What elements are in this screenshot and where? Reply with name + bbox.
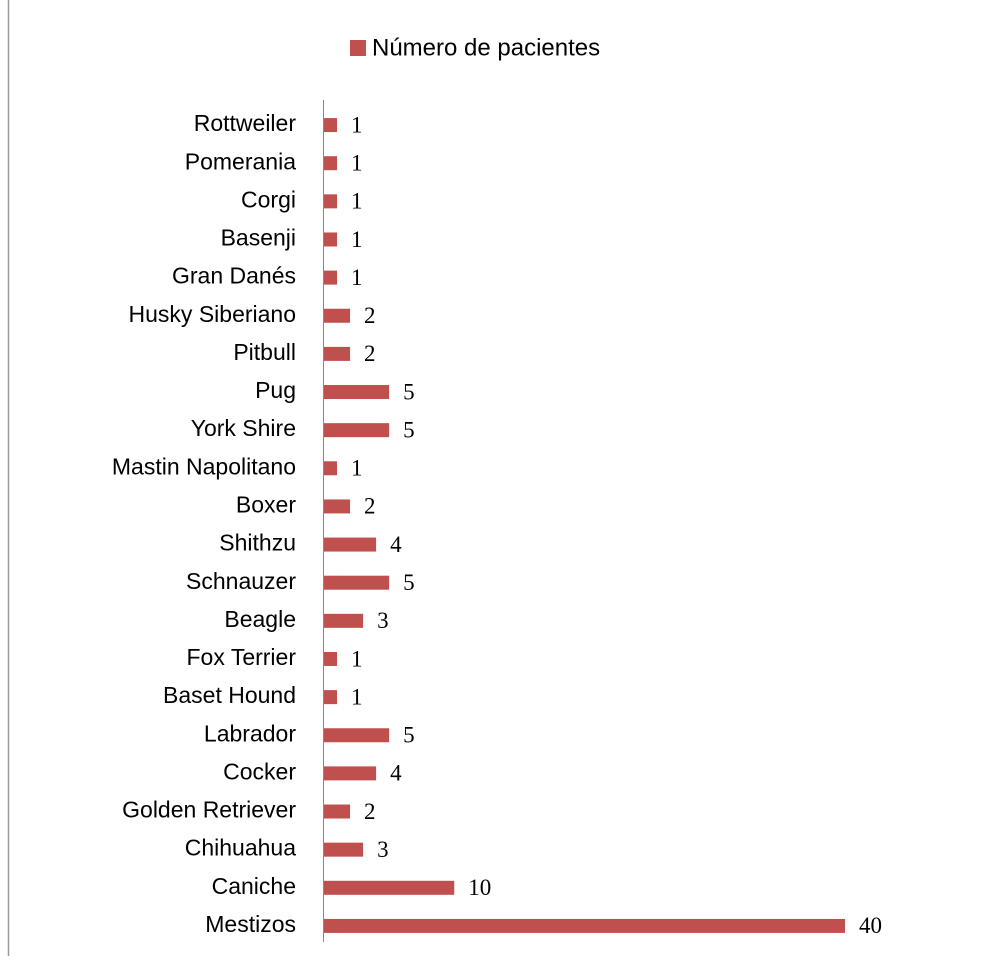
value-label: 4: [390, 532, 402, 557]
category-label: Fox Terrier: [187, 644, 297, 670]
value-label: 1: [351, 189, 363, 214]
bar: [324, 613, 364, 628]
category-label: Rottweiler: [194, 110, 297, 136]
category-label: Corgi: [241, 186, 296, 212]
value-label: 1: [351, 456, 363, 481]
category-label: Shithzu: [219, 530, 296, 556]
bar: [324, 537, 377, 552]
category-label: Golden Retriever: [122, 797, 296, 823]
legend-swatch: [350, 40, 366, 56]
bar: [324, 461, 338, 476]
category-label: Basenji: [221, 225, 296, 251]
bar: [324, 308, 351, 323]
value-label: 1: [351, 227, 363, 252]
value-label: 3: [377, 608, 389, 633]
bar: [324, 194, 338, 209]
value-label: 1: [351, 684, 363, 709]
bar: [324, 766, 377, 781]
value-label: 1: [351, 150, 363, 175]
category-label: Cocker: [223, 758, 296, 784]
value-label: 3: [377, 837, 389, 862]
bar: [324, 499, 351, 514]
bar: [324, 651, 338, 666]
category-label: Husky Siberiano: [129, 301, 296, 327]
value-label: 2: [364, 303, 376, 328]
bar: [324, 232, 338, 247]
bar: [324, 842, 364, 857]
bar: [324, 385, 390, 400]
bar: [324, 804, 351, 819]
value-label: 5: [403, 723, 415, 748]
category-label: Boxer: [236, 492, 296, 518]
category-label: Mastin Napolitano: [112, 453, 296, 479]
bar: [324, 423, 390, 438]
bar: [324, 118, 338, 133]
category-label: Schnauzer: [186, 568, 296, 594]
bar: [324, 728, 390, 743]
bar: [324, 270, 338, 285]
category-label: Caniche: [212, 873, 296, 899]
value-label: 5: [403, 570, 415, 595]
value-label: 1: [351, 112, 363, 137]
value-label: 1: [351, 265, 363, 290]
value-label: 2: [364, 799, 376, 824]
category-label: Pomerania: [185, 148, 296, 174]
value-label: 4: [390, 761, 402, 786]
bar: [324, 575, 390, 590]
value-label: 2: [364, 494, 376, 519]
category-label: Baset Hound: [163, 682, 296, 708]
value-label: 10: [468, 875, 491, 900]
legend-label: Número de pacientes: [372, 34, 600, 61]
bar: [324, 156, 338, 171]
category-label: Beagle: [224, 606, 296, 632]
category-label: Mestizos: [205, 911, 296, 937]
value-label: 2: [364, 341, 376, 366]
bar: [324, 880, 455, 895]
value-label: 5: [403, 379, 415, 404]
value-label: 40: [859, 913, 882, 938]
category-label: Chihuahua: [185, 835, 296, 861]
bar: [324, 918, 845, 933]
category-label: Pug: [255, 377, 296, 403]
category-label: Gran Danés: [172, 263, 296, 289]
bar: [324, 690, 338, 705]
category-label: Pitbull: [233, 339, 296, 365]
bar: [324, 346, 351, 361]
category-label: York Shire: [191, 415, 296, 441]
value-label: 5: [403, 417, 415, 442]
value-label: 1: [351, 646, 363, 671]
category-label: Labrador: [204, 720, 296, 746]
